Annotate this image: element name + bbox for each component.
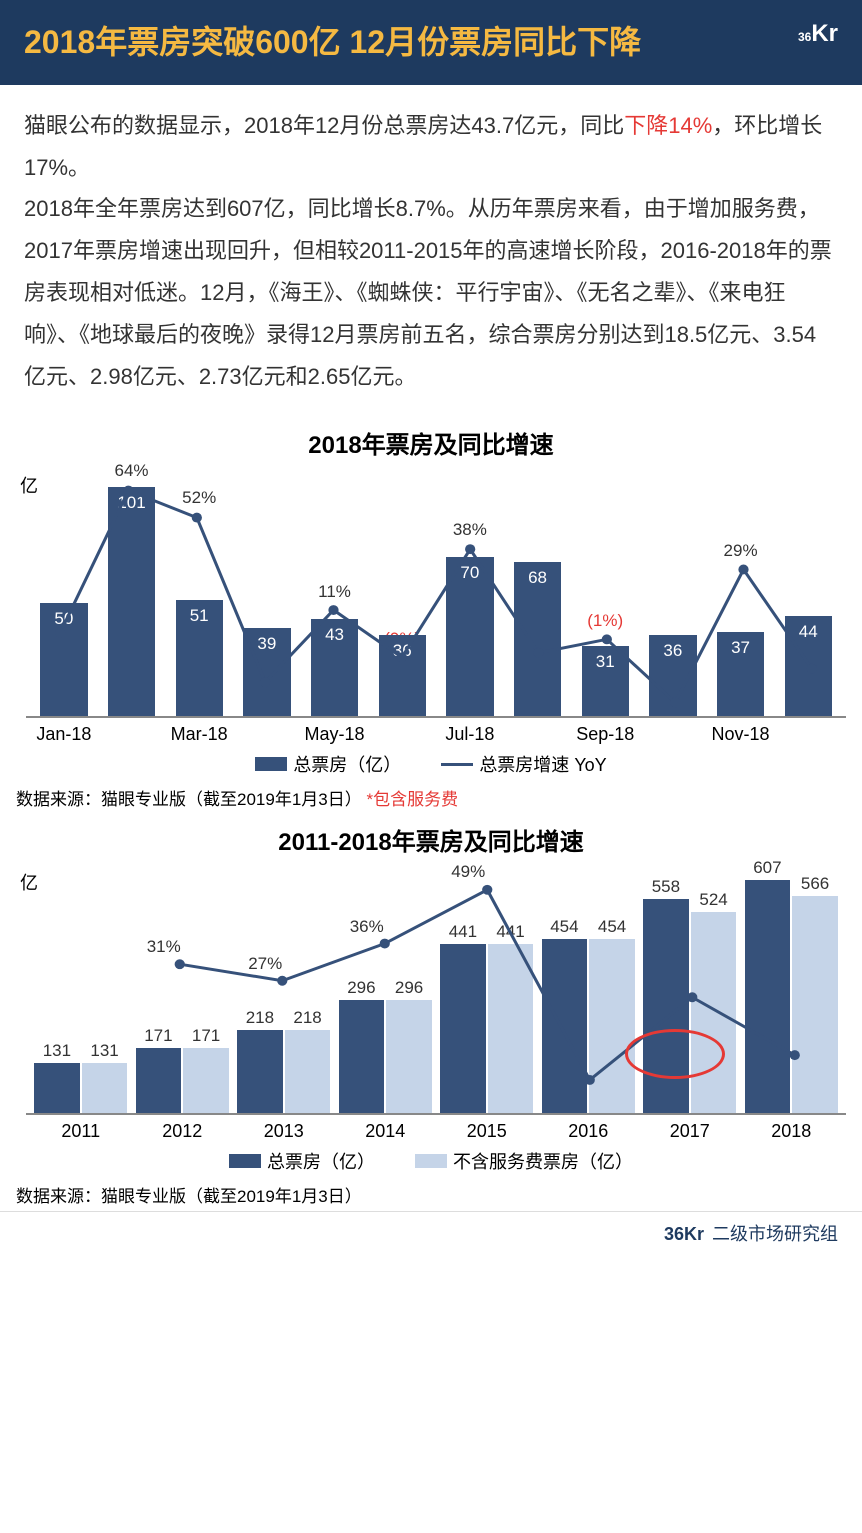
chart2-xlabels: 20112012201320142015201620172018: [26, 1115, 846, 1142]
chart2-plot: 13113131%17117127%21821836%29629649%4414…: [26, 865, 846, 1115]
chart1: 亿 1%5064%10152%51(20%)3911%43(9%)3638%70…: [16, 468, 846, 777]
body-text: 猫眼公布的数据显示，2018年12月份总票房达43.7亿元，同比下降14%，环比…: [0, 85, 862, 418]
chart1-title: 2018年票房及同比增速: [0, 425, 862, 460]
logo-prefix: 36: [798, 30, 811, 44]
chart2-source: 数据来源：猫眼专业版（截至2019年1月3日）: [0, 1178, 862, 1211]
page-title: 2018年票房突破600亿 12月份票房同比下降: [24, 20, 641, 65]
footer: 36Kr 二级市场研究组: [0, 1211, 862, 1254]
logo-main: Kr: [811, 20, 838, 48]
header: 2018年票房突破600亿 12月份票房同比下降 36 Kr: [0, 0, 862, 85]
legend-bar: 总票房（亿）: [255, 751, 401, 777]
chart2-title: 2011-2018年票房及同比增速: [0, 822, 862, 857]
chart1-plot: 1%5064%10152%51(20%)3911%43(9%)3638%70(7…: [26, 468, 846, 718]
chart1-legend: 总票房（亿） 总票房增速 YoY: [16, 751, 846, 777]
p1-red: 下降14%: [624, 113, 712, 138]
footer-text: 二级市场研究组: [712, 1224, 838, 1244]
chart1-xlabels: Jan-18Mar-18May-18Jul-18Sep-18Nov-18: [26, 718, 846, 745]
chart1-source: 数据来源：猫眼专业版（截至2019年1月3日） *包含服务费: [0, 781, 862, 814]
chart2: 亿 13113131%17117127%21821836%29629649%44…: [16, 865, 846, 1174]
legend-bar2: 不含服务费票房（亿）: [415, 1148, 633, 1174]
p2: 2018年全年票房达到607亿，同比增长8.7%。从历年票房来看，由于增加服务费…: [24, 188, 838, 397]
legend-bar1: 总票房（亿）: [229, 1148, 375, 1174]
footer-logo: 36Kr: [664, 1224, 704, 1244]
chart2-legend: 总票房（亿） 不含服务费票房（亿）: [16, 1148, 846, 1174]
p1a: 猫眼公布的数据显示，2018年12月份总票房达43.7亿元，同比: [24, 113, 624, 138]
legend-line: 总票房增速 YoY: [441, 751, 606, 777]
logo: 36 Kr: [798, 20, 838, 48]
